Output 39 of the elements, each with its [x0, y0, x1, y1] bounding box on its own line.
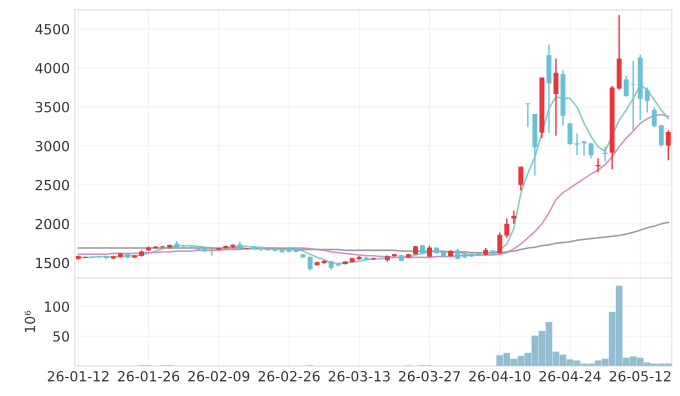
- candlestick: [596, 158, 601, 174]
- candlestick: [652, 107, 657, 128]
- candlestick: [209, 248, 214, 256]
- candlestick: [644, 86, 650, 114]
- x-tick-label: 26-04-24: [539, 371, 601, 382]
- candlestick: [497, 232, 502, 254]
- x-tick-label: 26-03-13: [328, 371, 390, 382]
- x-tick-label: 26-01-12: [48, 371, 108, 382]
- candlestick: [658, 124, 664, 148]
- y-tick-label: 50: [53, 331, 70, 342]
- y-tick-label: 3000: [36, 140, 70, 152]
- candlestick: [518, 166, 524, 192]
- y-tick-label: 1500: [36, 258, 70, 268]
- candlestick: [188, 245, 194, 250]
- candlestick: [308, 256, 313, 272]
- candlestick: [568, 122, 572, 146]
- candlestick: [582, 140, 586, 157]
- y-tick-label: 2000: [36, 218, 70, 230]
- candlestick: [455, 248, 460, 260]
- candlestick: [588, 142, 594, 160]
- y-axis-title: 10⁶: [24, 310, 36, 332]
- x-tick-label: 26-05-12: [610, 371, 670, 382]
- y-tick-label: 4500: [35, 24, 70, 34]
- candlestick: [666, 130, 671, 162]
- candlestick: [504, 218, 510, 239]
- y-tick-label: 3500: [36, 102, 70, 112]
- candlestick: [427, 244, 432, 258]
- x-tick-label: 26-04-10: [469, 371, 530, 382]
- y-tick-label: 4000: [35, 62, 70, 74]
- x-tick-label: 26-03-27: [399, 371, 460, 382]
- candlestick: [624, 75, 629, 98]
- x-tick-label: 26-02-26: [258, 371, 320, 382]
- x-tick-label: 26-02-09: [188, 371, 250, 382]
- y-tick-label: 100: [44, 301, 70, 312]
- candlestick: [511, 210, 516, 225]
- y-tick-label: 2500: [36, 180, 70, 190]
- x-tick-label: 26-01-26: [118, 371, 180, 382]
- candlestick: [553, 58, 558, 136]
- candlestick: [602, 146, 608, 162]
